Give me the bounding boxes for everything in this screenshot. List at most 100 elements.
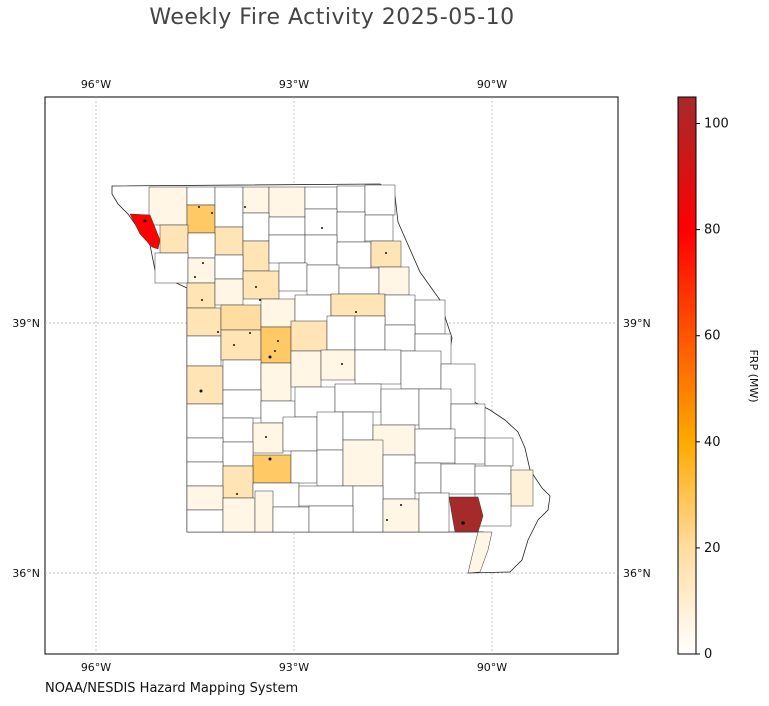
fire-point	[233, 344, 235, 346]
county	[186, 437, 224, 463]
lon-tick-bottom: 96°W	[81, 661, 111, 674]
lon-tick-bottom: 90°W	[477, 661, 507, 674]
county	[214, 226, 244, 256]
fire-point	[355, 311, 357, 313]
colorbar-tick-label: 80	[704, 223, 721, 238]
county	[298, 485, 354, 507]
fire-point	[385, 252, 387, 254]
county	[186, 204, 216, 234]
colorbar-tick-label: 100	[704, 117, 729, 132]
colorbar-tick-label: 60	[704, 329, 721, 344]
colorbar	[677, 96, 697, 655]
county	[214, 254, 244, 280]
county	[326, 315, 356, 351]
fire-point	[236, 493, 238, 495]
fire-point	[201, 299, 203, 301]
fire-point	[268, 355, 272, 359]
colorbar-tick-label: 40	[704, 435, 721, 450]
county	[222, 441, 254, 467]
county	[384, 294, 416, 326]
county	[222, 359, 262, 391]
fire-point	[255, 286, 257, 288]
lat-tick-right: 36°N	[623, 567, 651, 580]
county	[336, 241, 372, 269]
county	[186, 186, 216, 206]
county	[382, 498, 420, 533]
fire-point	[198, 206, 200, 208]
county	[418, 388, 452, 430]
county	[342, 411, 374, 441]
county	[484, 437, 514, 467]
county	[354, 349, 402, 385]
county	[454, 437, 486, 465]
lat-tick-right: 39°N	[623, 317, 651, 330]
county	[342, 439, 384, 487]
fire-point	[461, 521, 465, 525]
county	[304, 234, 338, 266]
county	[338, 267, 380, 295]
county	[268, 234, 306, 264]
colorbar-label: FRP (MW)	[747, 349, 760, 402]
county	[354, 315, 386, 351]
lon-tick-top: 96°W	[81, 78, 111, 91]
county	[214, 186, 244, 228]
county	[308, 505, 354, 533]
county	[242, 212, 270, 242]
county	[260, 298, 296, 328]
county	[306, 264, 340, 296]
fire-point	[400, 504, 402, 506]
county	[278, 262, 308, 292]
county	[268, 186, 306, 218]
county	[330, 293, 386, 317]
county	[290, 450, 318, 484]
county	[316, 449, 344, 487]
fire-point	[249, 332, 251, 334]
county	[220, 329, 262, 361]
county	[214, 278, 244, 306]
fire-point	[199, 389, 203, 393]
county	[467, 531, 493, 574]
county	[282, 416, 318, 452]
county	[382, 454, 416, 500]
county-hot	[129, 213, 161, 250]
county	[222, 497, 256, 533]
fire-point	[211, 212, 213, 214]
county	[316, 411, 344, 451]
fire-point	[274, 350, 276, 352]
county	[304, 208, 338, 236]
county	[186, 335, 222, 367]
county	[384, 324, 416, 352]
county	[242, 270, 280, 300]
county	[304, 186, 338, 210]
county	[378, 266, 410, 296]
county	[254, 490, 274, 533]
county	[268, 216, 306, 236]
county	[336, 185, 366, 213]
lon-tick-top: 93°W	[279, 78, 309, 91]
county	[290, 350, 322, 388]
county	[450, 403, 486, 439]
county	[242, 186, 270, 214]
county	[400, 350, 442, 390]
fire-point	[202, 262, 204, 264]
counties	[129, 184, 534, 574]
county	[260, 326, 292, 364]
colorbar-tick-label: 0	[704, 647, 712, 662]
county	[186, 403, 224, 439]
county	[252, 422, 284, 454]
county	[186, 307, 222, 337]
county	[336, 211, 366, 243]
map-title: Weekly Fire Activity 2025-05-10	[149, 5, 515, 30]
lon-tick-bottom: 93°W	[279, 661, 309, 674]
lat-tick-left: 36°N	[12, 567, 40, 580]
fire-point	[244, 206, 246, 208]
county	[418, 492, 450, 533]
county	[414, 462, 442, 494]
county	[334, 383, 382, 413]
county	[290, 320, 328, 352]
county	[272, 506, 310, 533]
county-max-frp	[448, 496, 484, 533]
county	[440, 463, 476, 495]
county	[222, 465, 254, 499]
fire-point	[277, 340, 279, 342]
